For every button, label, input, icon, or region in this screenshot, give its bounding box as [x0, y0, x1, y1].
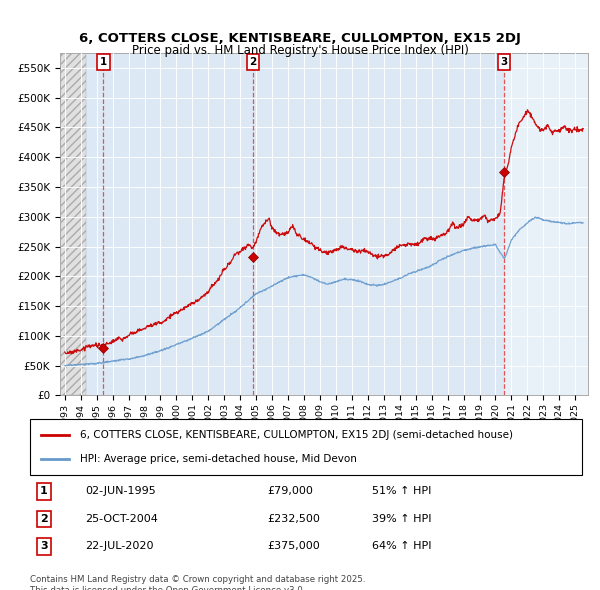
Text: 6, COTTERS CLOSE, KENTISBEARE, CULLOMPTON, EX15 2DJ (semi-detached house): 6, COTTERS CLOSE, KENTISBEARE, CULLOMPTO…: [80, 430, 512, 440]
Text: 3: 3: [40, 541, 47, 551]
Text: 25-OCT-2004: 25-OCT-2004: [85, 514, 158, 524]
Text: Contains HM Land Registry data © Crown copyright and database right 2025.
This d: Contains HM Land Registry data © Crown c…: [30, 575, 365, 590]
Text: £232,500: £232,500: [268, 514, 320, 524]
Text: 39% ↑ HPI: 39% ↑ HPI: [372, 514, 432, 524]
FancyBboxPatch shape: [30, 419, 582, 475]
Text: 1: 1: [40, 486, 47, 496]
Text: 1: 1: [100, 57, 107, 67]
Text: 22-JUL-2020: 22-JUL-2020: [85, 541, 154, 551]
Text: 2: 2: [40, 514, 47, 524]
Text: 51% ↑ HPI: 51% ↑ HPI: [372, 486, 431, 496]
Text: 02-JUN-1995: 02-JUN-1995: [85, 486, 156, 496]
Text: Price paid vs. HM Land Registry's House Price Index (HPI): Price paid vs. HM Land Registry's House …: [131, 44, 469, 57]
Bar: [60, 53, 86, 395]
Text: 64% ↑ HPI: 64% ↑ HPI: [372, 541, 432, 551]
Text: 2: 2: [250, 57, 257, 67]
Bar: [504, 53, 588, 395]
Text: 3: 3: [500, 57, 508, 67]
Text: 6, COTTERS CLOSE, KENTISBEARE, CULLOMPTON, EX15 2DJ: 6, COTTERS CLOSE, KENTISBEARE, CULLOMPTO…: [79, 32, 521, 45]
Text: HPI: Average price, semi-detached house, Mid Devon: HPI: Average price, semi-detached house,…: [80, 454, 356, 464]
Text: £375,000: £375,000: [268, 541, 320, 551]
Text: £79,000: £79,000: [268, 486, 313, 496]
